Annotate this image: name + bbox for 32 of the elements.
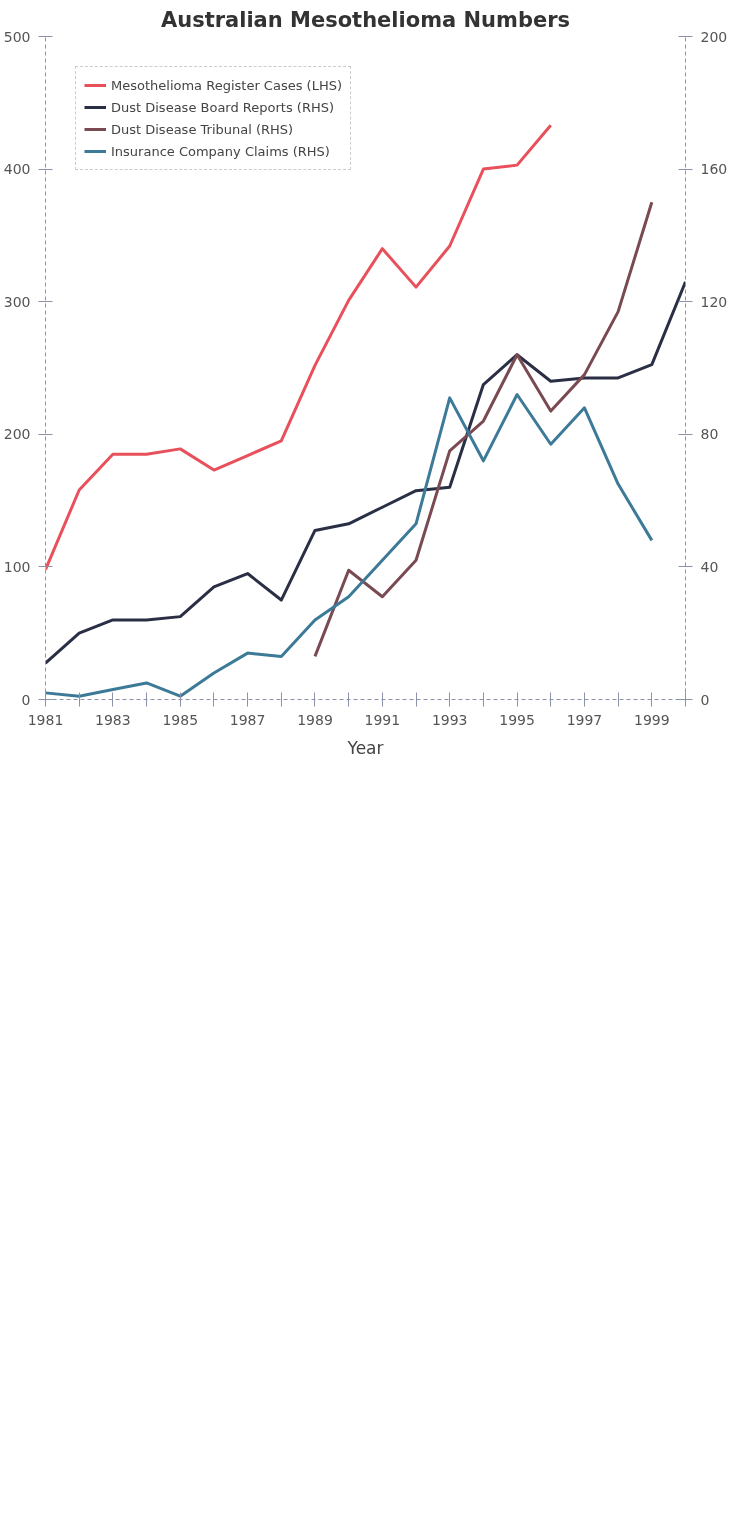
x-tick-label: 1983 [95,711,131,728]
x-tick-label: 1995 [499,711,535,728]
y2-tick-label: 200 [700,28,728,45]
y-tick-label: 200 [3,426,31,443]
chart-title: Australian Mesothelioma Numbers [160,7,571,32]
y-tick-label: 400 [3,161,31,178]
y2-tick-label: 80 [700,426,719,443]
y-tick-label: 300 [3,293,31,310]
y-tick-label: 500 [3,28,31,45]
y-tick-label: 0 [21,691,31,708]
legend-label: Mesothelioma Register Cases (LHS) [111,77,343,93]
y2-tick-label: 160 [700,161,728,178]
line-series [45,393,654,698]
x-tick-label: 1997 [566,711,603,728]
legend-label: Dust Disease Board Reports (RHS) [111,99,335,115]
y-tick-label: 100 [3,558,31,575]
x-axis-title: Year [346,737,384,758]
x-tick-label: 1981 [27,711,64,728]
y2-tick-label: 120 [700,293,728,310]
x-tick-label: 1989 [297,711,333,728]
x-tick-label: 1991 [364,711,401,728]
line-series [45,123,553,572]
x-tick-label: 1985 [162,711,199,728]
y2-tick-label: 40 [700,558,719,575]
x-tick-label: 1987 [229,711,266,728]
x-tick-label: 1993 [431,711,468,728]
line-series [313,200,654,658]
x-tick-label: 1999 [634,711,670,728]
legend-label: Dust Disease Tribunal (RHS) [111,121,294,137]
legend-label: Insurance Company Claims (RHS) [111,143,330,159]
line-series [45,280,686,665]
y2-tick-label: 0 [700,691,710,708]
